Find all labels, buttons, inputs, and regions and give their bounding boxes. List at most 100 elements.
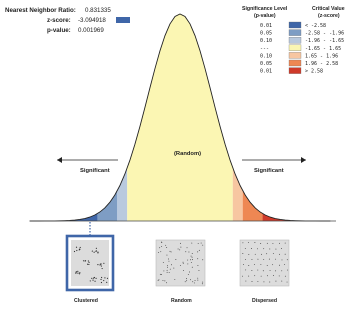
point — [191, 259, 193, 261]
point — [191, 256, 193, 258]
point — [202, 259, 204, 261]
zscore-color-marker — [116, 17, 130, 23]
point — [191, 253, 193, 255]
legend-swatch — [288, 37, 302, 44]
point — [87, 263, 89, 265]
point — [93, 251, 95, 253]
random-points — [157, 241, 204, 285]
point — [84, 260, 87, 262]
point — [273, 275, 274, 276]
point — [166, 271, 168, 273]
right-significant: Significant — [242, 157, 306, 174]
point — [279, 253, 280, 255]
point — [93, 276, 96, 279]
point — [275, 248, 277, 250]
point — [197, 277, 199, 279]
point — [75, 272, 77, 274]
legend-crit-subheader: (z-score) — [318, 13, 340, 19]
legend-zscore: > 2.58 — [305, 69, 323, 75]
legend-pvalue: 0.05 — [260, 31, 272, 37]
point — [103, 279, 105, 282]
point — [160, 251, 162, 253]
point — [284, 242, 286, 244]
random-label-panel: Random — [171, 298, 192, 304]
legend-pvalue: 0.10 — [260, 38, 272, 44]
point — [160, 274, 162, 275]
point — [269, 270, 271, 272]
point — [248, 254, 250, 255]
point — [197, 243, 199, 245]
legend-swatch — [288, 52, 302, 59]
point — [269, 281, 271, 283]
point — [272, 253, 274, 254]
point — [170, 251, 172, 253]
point — [164, 280, 166, 282]
point — [268, 258, 270, 260]
point — [190, 259, 192, 261]
right-arrow-icon — [301, 157, 306, 163]
point — [166, 247, 168, 249]
clustered-label: Clustered — [74, 298, 98, 304]
curve-band — [127, 14, 233, 221]
point — [186, 247, 188, 249]
point — [275, 258, 277, 260]
point — [190, 262, 192, 263]
point — [188, 251, 190, 253]
point — [185, 251, 187, 253]
point — [262, 270, 264, 272]
point — [169, 250, 171, 252]
point — [161, 241, 163, 243]
point — [202, 281, 204, 283]
point — [284, 253, 286, 255]
point — [157, 279, 159, 281]
point — [100, 263, 102, 265]
point — [197, 258, 199, 260]
point — [260, 243, 262, 244]
legend-pvalue: --- — [260, 46, 269, 52]
ratio-value: 0.831335 — [85, 7, 111, 14]
left-significant-label: Significant — [80, 168, 110, 174]
point — [266, 242, 268, 244]
point — [77, 272, 79, 274]
point — [266, 265, 268, 266]
legend-swatch — [288, 29, 302, 36]
point — [281, 280, 283, 282]
point — [248, 265, 250, 266]
point — [182, 262, 184, 264]
point — [190, 255, 192, 257]
point — [159, 273, 161, 275]
point — [275, 270, 277, 272]
point — [245, 269, 247, 271]
point — [197, 251, 199, 253]
point — [169, 268, 171, 270]
point — [168, 260, 170, 262]
point — [100, 265, 103, 267]
point — [180, 246, 182, 248]
point — [175, 259, 177, 260]
point — [97, 251, 99, 253]
point — [263, 248, 265, 250]
point — [104, 277, 106, 279]
point — [162, 280, 164, 282]
point — [286, 259, 288, 261]
legend-swatch — [288, 67, 302, 74]
point — [99, 264, 101, 266]
ratio-label: Nearest Neighbor Ratio: — [5, 7, 76, 14]
point — [190, 279, 192, 281]
legend-zscore: 1.65 - 1.96 — [305, 53, 338, 59]
legend-zscore: -2.58 - -1.96 — [305, 31, 344, 37]
point — [93, 277, 95, 279]
legend-crit-header: Critical Value — [312, 6, 345, 12]
point — [162, 262, 164, 263]
legend-swatch — [288, 21, 302, 29]
point — [166, 282, 167, 284]
point — [79, 272, 81, 274]
point — [167, 266, 168, 268]
point — [158, 251, 159, 253]
point — [78, 249, 80, 251]
point — [75, 246, 78, 248]
point — [198, 270, 200, 272]
point — [242, 275, 243, 277]
point — [100, 276, 103, 279]
point — [254, 242, 256, 243]
